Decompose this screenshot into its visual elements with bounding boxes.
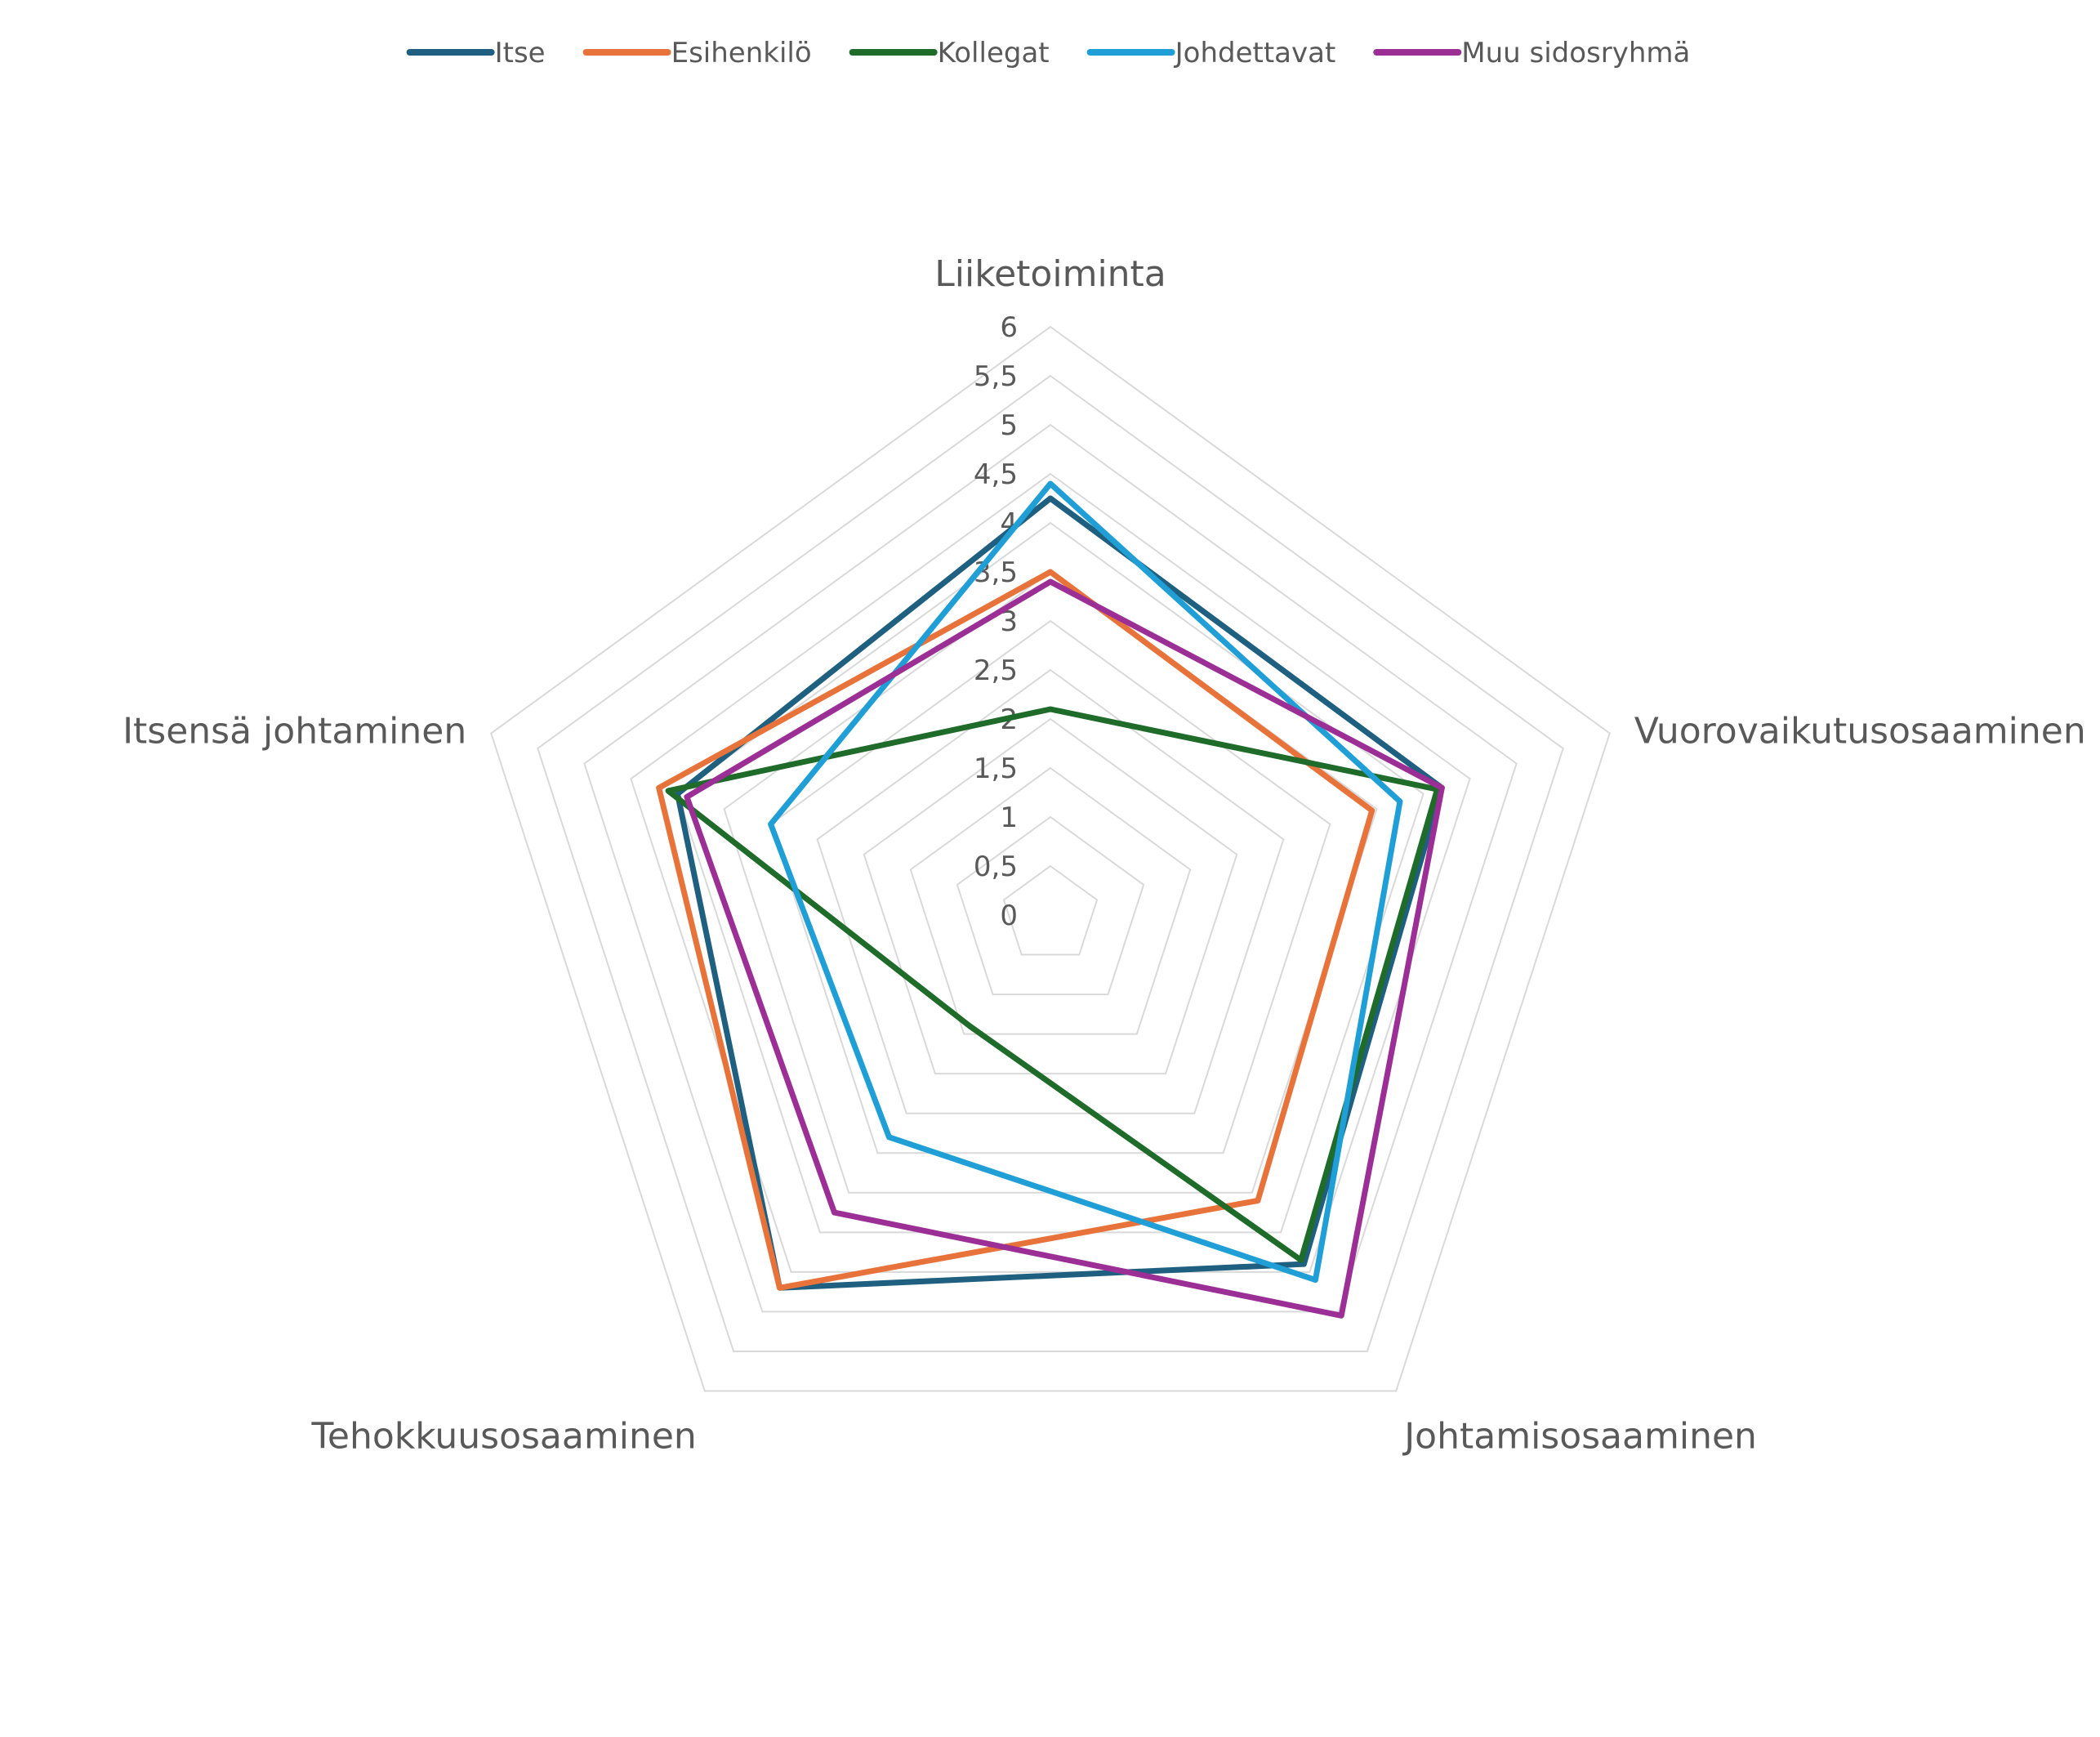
axis-tick-label: 2,5 — [974, 654, 1018, 687]
axis-tick-label: 5,5 — [974, 360, 1018, 393]
legend-item: Muu sidosryhmä — [1373, 37, 1690, 69]
grid-ring — [1002, 864, 1099, 956]
grid-ring — [863, 717, 1238, 1075]
axis-tick-label: 1 — [1000, 802, 1018, 834]
series-line — [656, 569, 1375, 1291]
category-label: Liiketoiminta — [934, 253, 1166, 295]
category-label: Itsensä johtaminen — [123, 711, 466, 752]
category-label: Vuorovaikutusosaaminen — [1634, 711, 2086, 752]
axis-tick-label: 0,5 — [974, 851, 1018, 883]
grid-ring — [630, 472, 1471, 1273]
category-labels: Liiketoiminta Vuorovaikutusosaaminen Johta… — [123, 253, 2086, 1457]
legend: Itse Esihenkilö Kollegat Johdettavat Muu sid… — [406, 37, 1690, 69]
grid-ring — [676, 521, 1425, 1234]
legend-label: Johdettavat — [1174, 37, 1336, 69]
series-line — [768, 480, 1403, 1284]
axis-tick-label: 5 — [1000, 409, 1018, 442]
series-line — [684, 578, 1445, 1319]
axis-tick-label: 4,5 — [974, 458, 1018, 491]
grid-ring — [769, 619, 1331, 1154]
legend-label: Esihenkilö — [671, 37, 812, 69]
radar-grid — [490, 325, 1611, 1392]
legend-item: Kollegat — [849, 37, 1050, 69]
legend-item: Itse — [406, 37, 546, 69]
legend-item: Esihenkilö — [582, 37, 812, 69]
axis-tick-label: 6 — [1000, 311, 1018, 344]
series-lines — [656, 480, 1445, 1319]
grid-ring — [956, 815, 1145, 996]
legend-item: Johdettavat — [1086, 37, 1336, 69]
axis-tick-label: 3 — [1000, 605, 1018, 638]
grid-ring — [909, 766, 1192, 1035]
legend-label: Kollegat — [938, 37, 1050, 69]
category-label: Johtamisosaaminen — [1402, 1415, 1757, 1457]
legend-label: Itse — [495, 37, 546, 69]
category-label: Tehokkuusosaaminen — [311, 1415, 697, 1457]
grid-ring — [490, 325, 1611, 1392]
axis-tick-label: 1,5 — [974, 752, 1018, 785]
legend-label: Muu sidosryhmä — [1461, 37, 1690, 69]
axis-tick-label: 0 — [1000, 900, 1018, 932]
grid-ring — [537, 374, 1564, 1352]
grid-ring — [583, 423, 1518, 1313]
radial-axis-ticks: 00,511,522,533,544,555,56 — [974, 311, 1018, 932]
grid-ring — [816, 668, 1285, 1114]
